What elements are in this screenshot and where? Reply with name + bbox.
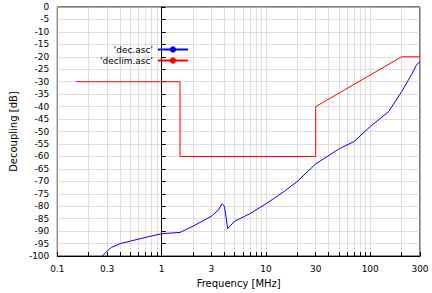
svg-text:-35: -35 [35,89,50,99]
svg-text:-60: -60 [35,151,50,161]
svg-text:3: 3 [209,264,215,274]
svg-text:'declim.asc': 'declim.asc' [100,56,153,66]
svg-text:-75: -75 [35,189,50,199]
svg-text:0.1: 0.1 [50,264,64,274]
svg-text:-10: -10 [35,27,50,37]
svg-text:100: 100 [362,264,379,274]
svg-text:300: 300 [411,264,428,274]
svg-text:-15: -15 [35,39,50,49]
svg-text:-50: -50 [35,127,50,137]
svg-text:Decoupling [dB]: Decoupling [dB] [8,91,19,172]
svg-text:-90: -90 [35,226,50,236]
svg-text:-30: -30 [35,77,50,87]
svg-text:-40: -40 [35,102,50,112]
svg-text:-80: -80 [35,201,50,211]
svg-text:-65: -65 [35,164,50,174]
svg-text:'dec.asc': 'dec.asc' [114,45,153,55]
svg-text:-95: -95 [35,239,50,249]
svg-text:-25: -25 [35,64,50,74]
svg-text:-5: -5 [40,14,49,24]
svg-text:-55: -55 [35,139,50,149]
svg-text:30: 30 [310,264,322,274]
svg-text:Frequency [MHz]: Frequency [MHz] [197,278,281,289]
svg-text:0: 0 [44,2,50,12]
svg-text:-20: -20 [35,52,50,62]
svg-text:-100: -100 [29,251,50,261]
svg-text:-45: -45 [35,114,50,124]
svg-text:10: 10 [260,264,272,274]
svg-text:0.3: 0.3 [100,264,114,274]
svg-text:1: 1 [159,264,165,274]
svg-text:-85: -85 [35,214,50,224]
svg-text:-70: -70 [35,176,50,186]
